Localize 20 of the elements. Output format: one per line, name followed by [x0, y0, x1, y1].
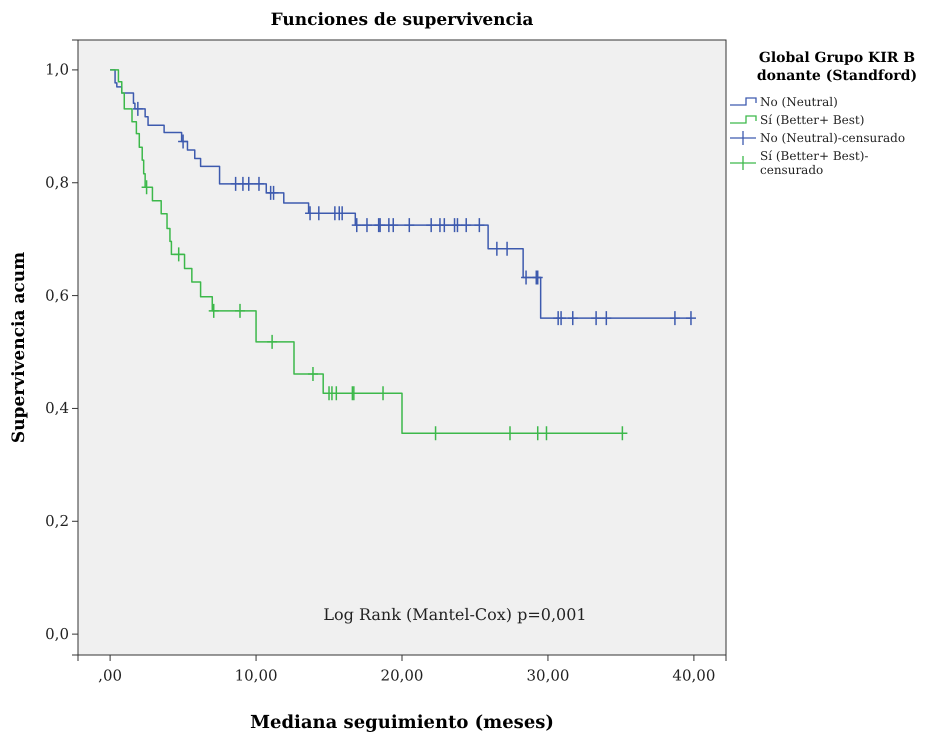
y-axis-title: Supervivencia acum	[9, 252, 29, 444]
y-tick-label: 0,6	[45, 286, 69, 304]
x-tick-label: 30,00	[526, 666, 570, 684]
legend-title: Global Grupo KIR B donante (Standford)	[756, 50, 918, 84]
legend-label: No (Neutral)-censurado	[760, 131, 906, 145]
legend-label: Sí (Better+ Best)-censurado	[760, 149, 868, 177]
x-tick-label: 10,00	[234, 666, 278, 684]
x-tick-label: 20,00	[380, 666, 424, 684]
y-tick-label: 0,8	[45, 174, 69, 192]
x-tick-label: 40,00	[672, 666, 716, 684]
y-tick-label: 0,0	[45, 624, 69, 643]
x-axis-title: Mediana seguimiento (meses)	[250, 712, 554, 733]
chart-title: Funciones de supervivencia	[270, 10, 534, 30]
x-tick-label: ,00	[98, 666, 122, 684]
y-tick-label: 0,2	[45, 512, 69, 530]
legend-label: No (Neutral)	[760, 95, 838, 109]
y-tick-label: 1,0	[45, 60, 69, 79]
legend-label: Sí (Better+ Best)	[760, 113, 864, 127]
y-tick-label: 0,4	[45, 399, 69, 418]
annotation: Log Rank (Mantel-Cox) p=0,001	[323, 605, 587, 624]
